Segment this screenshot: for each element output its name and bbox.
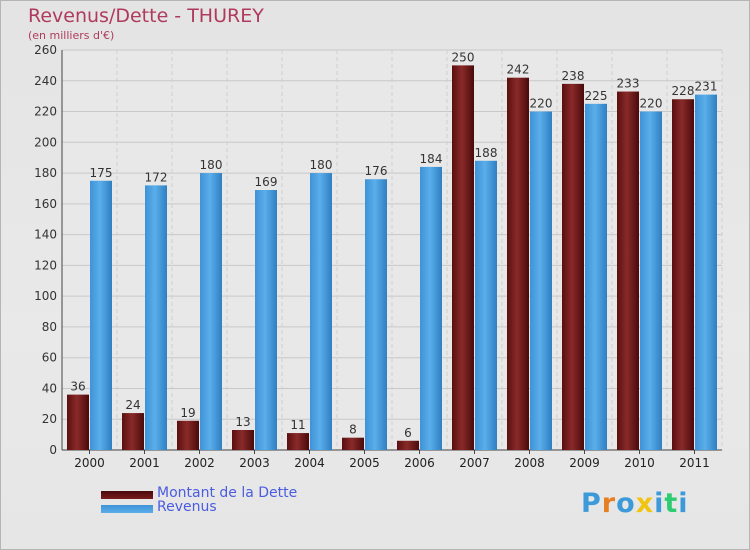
y-tick-label: 20: [42, 412, 57, 426]
bar-revenus: [585, 103, 607, 450]
x-tick-label: 2003: [239, 456, 270, 470]
y-tick-label: 40: [42, 381, 57, 395]
bar-revenus: [90, 180, 112, 450]
y-tick-label: 100: [34, 289, 57, 303]
logo-letter: i: [678, 488, 689, 519]
data-label: 175: [90, 166, 113, 180]
x-tick-label: 2000: [74, 456, 105, 470]
data-label: 250: [452, 50, 475, 64]
axes: 0 20 40 60 80 100 120 140 160 180 200 220 240 260 2000…: [34, 43, 722, 470]
data-label: 11: [290, 418, 305, 432]
bar-revenus: [200, 173, 222, 451]
x-tick-label: 2002: [184, 456, 215, 470]
data-label: 19: [180, 406, 195, 420]
bar-dette: [342, 437, 364, 450]
y-tick-label: 0: [49, 443, 57, 457]
bar-revenus: [310, 173, 332, 451]
bar-dette: [287, 433, 309, 450]
bar-revenus: [640, 111, 662, 451]
legend-label-revenus: Revenus: [157, 499, 217, 515]
bar-revenus: [530, 111, 552, 451]
data-label: 180: [310, 158, 333, 172]
x-tick-label: 2010: [624, 456, 655, 470]
bar-revenus: [255, 190, 277, 450]
legend-swatch-revenus: [101, 505, 153, 513]
x-tick-label: 2001: [129, 456, 160, 470]
bar-dette: [507, 77, 529, 450]
y-tick-label: 200: [34, 135, 57, 149]
y-tick-label: 180: [34, 166, 57, 180]
bar-dette: [617, 91, 639, 451]
bar-revenus: [475, 160, 497, 450]
bar-revenus: [695, 94, 717, 450]
data-label: 231: [695, 80, 718, 94]
data-label: 188: [475, 146, 498, 160]
data-label: 220: [530, 97, 553, 111]
data-label: 13: [235, 415, 250, 429]
x-tick-label: 2009: [569, 456, 600, 470]
y-tick-label: 260: [34, 43, 57, 57]
bar-revenus: [145, 185, 167, 450]
x-tick-label: 2011: [679, 456, 710, 470]
chart-title: Revenus/Dette - THUREY: [28, 5, 264, 27]
data-label: 228: [672, 84, 695, 98]
bar-dette: [177, 420, 199, 450]
bar-revenus: [420, 166, 442, 450]
logo-letter: P: [581, 488, 602, 519]
data-label: 180: [200, 158, 223, 172]
data-label: 233: [617, 77, 640, 91]
legend-label-debt: Montant de la Dette: [157, 485, 298, 501]
logo-letter: i: [654, 488, 665, 519]
bar-dette: [232, 430, 254, 450]
proxiti-logo: Proxiti: [581, 488, 689, 519]
data-label: 242: [507, 63, 530, 77]
x-tick-label: 2004: [294, 456, 325, 470]
y-tick-label: 160: [34, 197, 57, 211]
data-label: 220: [640, 97, 663, 111]
data-label: 225: [585, 89, 608, 103]
y-tick-label: 60: [42, 351, 57, 365]
bar-dette: [672, 99, 694, 450]
logo-letter: r: [601, 488, 617, 519]
data-label: 24: [125, 398, 140, 412]
logo-letter: o: [616, 488, 636, 519]
y-tick-label: 240: [34, 74, 57, 88]
x-tick-label: 2006: [404, 456, 435, 470]
data-label: 169: [255, 175, 278, 189]
bar-dette: [452, 65, 474, 450]
logo-letter: x: [635, 488, 655, 519]
data-label: 184: [420, 152, 443, 166]
data-label: 176: [365, 164, 388, 178]
data-label: 6: [404, 426, 412, 440]
legend-swatch-debt: [101, 491, 153, 499]
bar-dette: [562, 83, 584, 450]
y-tick-label: 220: [34, 105, 57, 119]
y-tick-label: 120: [34, 258, 57, 272]
chart-subtitle: (en milliers d'€): [28, 29, 115, 42]
bar-dette: [397, 440, 419, 450]
labels: 36 175 24 172 19 180 13 169 11 180 8 176 6 184 250 188 2…: [70, 50, 717, 439]
bars: [67, 65, 717, 451]
logo-letter: t: [664, 488, 679, 519]
y-tick-label: 140: [34, 228, 57, 242]
y-tick-label: 80: [42, 320, 57, 334]
data-label: 238: [562, 69, 585, 83]
data-label: 36: [70, 380, 85, 394]
data-label: 172: [145, 170, 168, 184]
x-tick-label: 2007: [459, 456, 490, 470]
x-tick-label: 2005: [349, 456, 380, 470]
x-tick-label: 2008: [514, 456, 545, 470]
bar-revenus: [365, 179, 387, 450]
grid-lines: [61, 49, 723, 451]
bar-dette: [67, 394, 89, 450]
bar-dette: [122, 413, 144, 450]
data-label: 8: [349, 423, 357, 437]
